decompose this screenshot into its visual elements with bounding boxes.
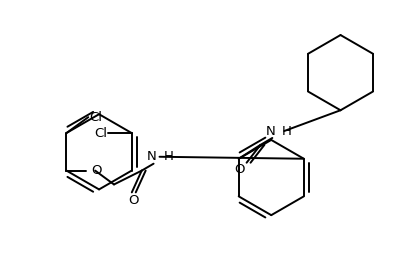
Text: O: O: [91, 164, 102, 177]
Text: O: O: [128, 194, 139, 207]
Text: H: H: [164, 150, 173, 163]
Text: H: H: [282, 125, 292, 137]
Text: Cl: Cl: [94, 126, 107, 140]
Text: Cl: Cl: [89, 111, 102, 124]
Text: O: O: [234, 163, 245, 176]
Text: N: N: [147, 150, 156, 163]
Text: N: N: [266, 125, 275, 137]
